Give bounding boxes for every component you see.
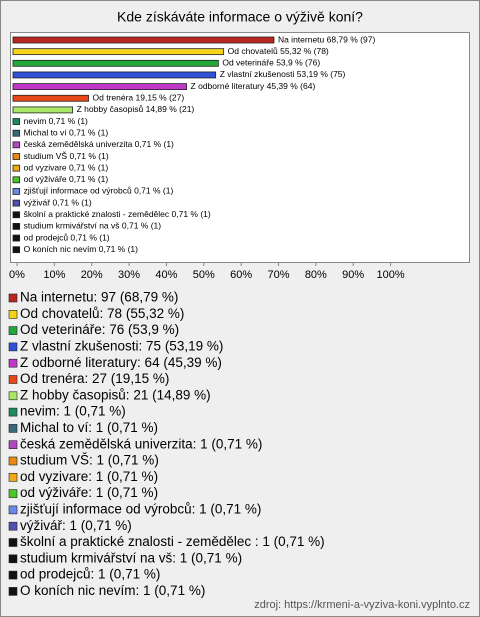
x-tick-label: 90%	[342, 269, 364, 281]
bar	[12, 199, 21, 207]
bar-label: od výživáře 0,71 % (1)	[24, 174, 109, 184]
legend-label: zjišťují informace od výrobců: 1 (0,71 %…	[20, 501, 261, 516]
x-tick-label: 30%	[118, 269, 140, 281]
bar-label: Z vlastní zkušenosti 53,19 % (75)	[220, 69, 346, 79]
legend-label: Od veterináře: 76 (53,9 %)	[20, 322, 179, 337]
bar-label: studium krmivářství na vš 0,71 % (1)	[24, 221, 162, 231]
legend-swatch	[8, 587, 18, 596]
legend-swatch	[8, 375, 18, 384]
legend-swatch	[8, 570, 18, 580]
bar-label: Od trenéra 19,15 % (27)	[93, 93, 185, 103]
bar	[12, 94, 89, 102]
bar	[12, 36, 275, 44]
bar-label: Na internetu 68,79 % (97)	[278, 34, 376, 44]
x-tick-label: 40%	[155, 269, 177, 281]
legend-label: O koních nic nevím: 1 (0,71 %)	[20, 583, 205, 598]
legend-label: od výživáře: 1 (0,71 %)	[20, 485, 158, 500]
bar-label: Z hobby časopisů 14,89 % (21)	[77, 104, 195, 114]
x-tick-label: 20%	[81, 269, 103, 281]
bar	[12, 246, 21, 254]
legend-label: studium krmivářství na vš: 1 (0,71 %)	[20, 550, 242, 565]
bar-label: výživář 0,71 % (1)	[24, 197, 92, 207]
bar-label: školní a praktické znalosti - zemědělec …	[24, 209, 211, 219]
plot-area	[10, 32, 470, 263]
legend-swatch	[8, 342, 18, 352]
bar-label: od vyzivare 0,71 % (1)	[24, 162, 109, 172]
x-tick-label: 70%	[267, 269, 289, 281]
legend-label: Od trenéra: 27 (19,15 %)	[20, 371, 169, 386]
legend-label: Z hobby časopisů: 21 (14,89 %)	[20, 387, 211, 402]
bar	[12, 71, 217, 79]
legend-label: školní a praktické znalosti - zemědělec …	[20, 534, 325, 549]
bar-label: nevim 0,71 % (1)	[24, 116, 88, 126]
bar	[12, 106, 74, 114]
x-tick-label: 60%	[230, 269, 252, 281]
legend-label: nevim: 1 (0,71 %)	[20, 404, 126, 419]
bar	[12, 188, 21, 195]
legend-swatch	[8, 391, 18, 401]
bar	[12, 234, 21, 242]
legend-swatch	[8, 440, 18, 450]
bar	[12, 211, 21, 219]
bar-label: zjišťují informace od výrobců 0,71 % (1)	[24, 186, 174, 196]
legend-label: Z vlastní zkušenosti: 75 (53,19 %)	[20, 338, 223, 353]
bar	[12, 141, 21, 149]
bar-label: česká zemědělská univerzita 0,71 % (1)	[24, 139, 174, 149]
legend-swatch	[8, 358, 18, 368]
legend-swatch	[8, 326, 18, 335]
legend-label: Od chovatelů: 78 (55,32 %)	[20, 306, 184, 321]
legend-swatch	[8, 472, 18, 482]
legend-swatch	[8, 309, 18, 319]
bar	[12, 176, 21, 184]
x-tick-label: 0%	[9, 269, 25, 281]
bar-label: Michal to ví 0,71 % (1)	[24, 127, 109, 137]
legend-swatch	[8, 407, 18, 417]
x-tick-label: 80%	[305, 269, 327, 281]
legend-swatch	[8, 293, 18, 303]
bar-label: Z odborné literatury 45,39 % (64)	[191, 81, 316, 91]
bar-label: od prodejců 0,71 % (1)	[24, 232, 110, 242]
bar	[12, 59, 219, 67]
x-tick-label: 100%	[376, 269, 404, 281]
bar-label: Od chovatelů 55,32 % (78)	[228, 46, 329, 56]
legend-label: od vyzivare: 1 (0,71 %)	[20, 469, 158, 484]
legend-swatch	[8, 554, 18, 564]
legend-swatch	[8, 505, 18, 515]
legend-swatch	[8, 538, 18, 547]
bar	[12, 153, 21, 160]
bar-label: O koních nic nevím 0,71 % (1)	[24, 244, 138, 254]
source: zdroj: https://krmeni-a-vyziva-koni.vypl…	[254, 599, 470, 611]
legend-label: Michal to ví: 1 (0,71 %)	[20, 420, 158, 435]
bar	[12, 83, 187, 90]
legend-swatch	[8, 489, 18, 498]
bar	[12, 164, 21, 172]
chart-title: Kde získáváte informace o výživě koní?	[117, 9, 363, 25]
x-tick-label: 50%	[193, 269, 215, 281]
legend-label: Na internetu: 97 (68,79 %)	[20, 290, 178, 305]
bar	[12, 222, 21, 230]
legend-swatch	[8, 456, 18, 466]
legend-label: výživář: 1 (0,71 %)	[20, 518, 132, 533]
bar	[12, 48, 225, 56]
bar-label: Od veterináře 53,9 % (76)	[222, 58, 320, 68]
bar	[12, 118, 21, 125]
legend-label: Z odborné literatury: 64 (45,39 %)	[20, 355, 222, 370]
legend-label: česká zemědělská univerzita: 1 (0,71 %)	[20, 436, 262, 451]
legend-label: studium VŠ: 1 (0,71 %)	[20, 453, 159, 468]
legend-label: od prodejců: 1 (0,71 %)	[20, 567, 160, 582]
legend-swatch	[8, 424, 18, 433]
legend-swatch	[8, 521, 18, 531]
bar	[12, 129, 21, 137]
bar-label: studium VŠ 0,71 % (1)	[24, 151, 109, 161]
x-tick-label: 10%	[43, 269, 65, 281]
